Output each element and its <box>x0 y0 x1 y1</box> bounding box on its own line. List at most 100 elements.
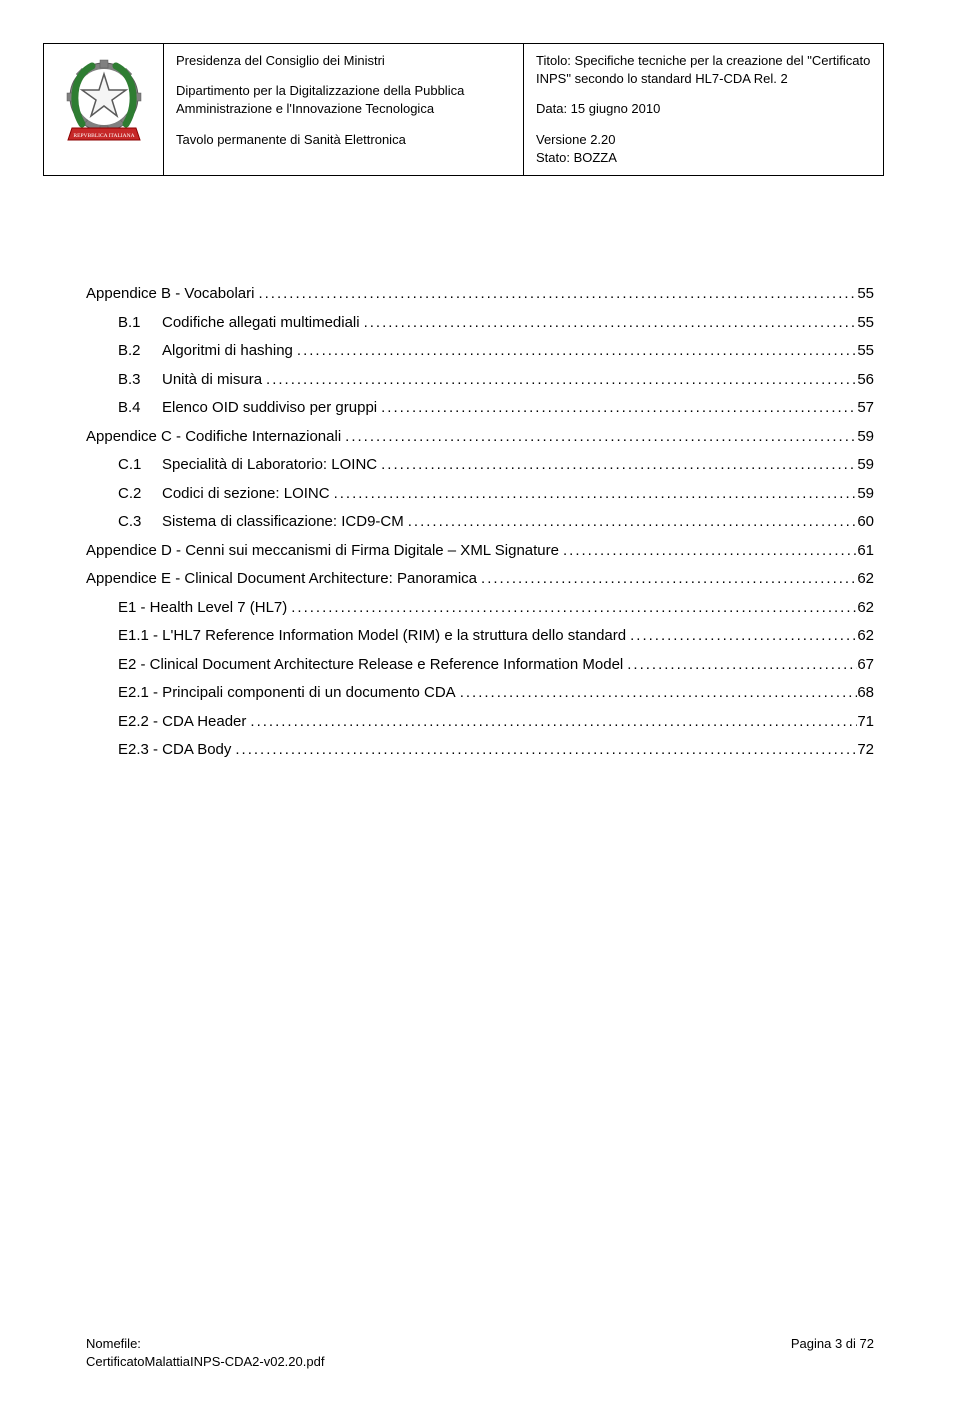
toc-entry-text: Sistema di classificazione: ICD9-CM <box>162 513 404 530</box>
toc-entry: C.2Codici di sezione: LOINC 59 <box>86 480 874 509</box>
toc-entry-text: E2.1 - Principali componenti di un docum… <box>118 684 456 701</box>
filename-value: CertificatoMalattiaINPS-CDA2-v02.20.pdf <box>86 1353 324 1371</box>
toc-entry-number: C.3 <box>118 508 162 537</box>
toc-entry-text: Specialità di Laboratorio: LOINC <box>162 456 377 473</box>
org-name: Presidenza del Consiglio dei Ministri <box>176 52 511 70</box>
toc-leader <box>293 337 857 366</box>
toc-entry: Appendice E - Clinical Document Architec… <box>86 565 874 594</box>
toc-entry: E2.3 - CDA Body 72 <box>86 736 874 765</box>
toc-entry: E1.1 - L'HL7 Reference Information Model… <box>86 622 874 651</box>
toc-leader <box>360 309 858 338</box>
toc-entry-number: C.1 <box>118 451 162 480</box>
toc-entry-text: Codifiche allegati multimediali <box>162 314 360 331</box>
doc-version: Versione 2.20 <box>536 131 871 149</box>
toc-entry-number: B.4 <box>118 394 162 423</box>
toc-leader <box>404 508 858 537</box>
toc-entry-label: B.2Algoritmi di hashing <box>118 337 293 366</box>
toc-entry-text: E2.3 - CDA Body <box>118 741 231 758</box>
toc-entry-label: E2.2 - CDA Header <box>118 708 246 737</box>
toc-entry: Appendice D - Cenni sui meccanismi di Fi… <box>86 537 874 566</box>
toc-entry-text: Appendice E - Clinical Document Architec… <box>86 570 477 587</box>
toc-entry: E2.2 - CDA Header 71 <box>86 708 874 737</box>
toc-entry-label: E1.1 - L'HL7 Reference Information Model… <box>118 622 626 651</box>
toc-entry: E2.1 - Principali componenti di un docum… <box>86 679 874 708</box>
toc-entry-page: 59 <box>857 480 874 509</box>
toc-leader <box>262 366 857 395</box>
doc-title: Titolo: Specifiche tecniche per la creaz… <box>536 52 871 88</box>
toc-entry-page: 67 <box>857 651 874 680</box>
toc-leader <box>341 423 857 452</box>
toc-entry-text: E2 - Clinical Document Architecture Rele… <box>118 656 623 673</box>
toc-entry-label: E2.1 - Principali componenti di un docum… <box>118 679 456 708</box>
toc-entry: B.2Algoritmi di hashing 55 <box>86 337 874 366</box>
toc-entry-page: 59 <box>857 451 874 480</box>
toc-entry-text: Algoritmi di hashing <box>162 342 293 359</box>
toc-entry-label: C.3Sistema di classificazione: ICD9-CM <box>118 508 404 537</box>
emblem-label: REPVBBLICA ITALIANA <box>73 133 134 139</box>
toc-leader <box>246 708 857 737</box>
toc-entry-page: 55 <box>857 309 874 338</box>
toc-entry-label: E1 - Health Level 7 (HL7) <box>118 594 287 623</box>
toc-entry-label: Appendice E - Clinical Document Architec… <box>86 565 477 594</box>
toc-entry-text: E1 - Health Level 7 (HL7) <box>118 599 287 616</box>
toc-entry-text: Appendice C - Codifiche Internazionali <box>86 428 341 445</box>
toc-leader <box>477 565 857 594</box>
toc-entry-label: Appendice B - Vocabolari <box>86 280 254 309</box>
toc-leader <box>330 480 858 509</box>
toc-entry: B.3Unità di misura 56 <box>86 366 874 395</box>
italy-emblem-icon: REPVBBLICA ITALIANA <box>54 52 154 162</box>
toc-entry-text: Appendice B - Vocabolari <box>86 285 254 302</box>
toc-entry-page: 62 <box>857 594 874 623</box>
dept-name: Dipartimento per la Digitalizzazione del… <box>176 82 511 118</box>
toc-entry-label: B.3Unità di misura <box>118 366 262 395</box>
toc-entry-number: B.1 <box>118 309 162 338</box>
toc-leader <box>254 280 857 309</box>
toc-entry-label: Appendice C - Codifiche Internazionali <box>86 423 341 452</box>
toc-leader <box>231 736 857 765</box>
toc-entry: B.1Codifiche allegati multimediali 55 <box>86 309 874 338</box>
toc-entry: C.3Sistema di classificazione: ICD9-CM 60 <box>86 508 874 537</box>
toc-leader <box>377 451 857 480</box>
toc-leader <box>287 594 857 623</box>
toc-leader <box>559 537 857 566</box>
filename-label: Nomefile: <box>86 1335 324 1353</box>
toc-entry-text: E1.1 - L'HL7 Reference Information Model… <box>118 627 626 644</box>
toc-entry-number: C.2 <box>118 480 162 509</box>
toc-entry-text: Codici di sezione: LOINC <box>162 485 330 502</box>
toc-entry-text: Unità di misura <box>162 371 262 388</box>
toc-leader <box>377 394 857 423</box>
toc-entry-page: 68 <box>857 679 874 708</box>
toc-entry-page: 71 <box>857 708 874 737</box>
doc-status: Stato: BOZZA <box>536 149 871 167</box>
toc-entry: Appendice B - Vocabolari 55 <box>86 280 874 309</box>
toc-entry: C.1Specialità di Laboratorio: LOINC 59 <box>86 451 874 480</box>
toc-entry-label: Appendice D - Cenni sui meccanismi di Fi… <box>86 537 559 566</box>
page-footer: Nomefile: CertificatoMalattiaINPS-CDA2-v… <box>86 1335 874 1371</box>
toc-entry: E1 - Health Level 7 (HL7) 62 <box>86 594 874 623</box>
toc-entry-text: Elenco OID suddiviso per gruppi <box>162 399 377 416</box>
toc-entry-page: 61 <box>857 537 874 566</box>
toc-entry-label: C.1Specialità di Laboratorio: LOINC <box>118 451 377 480</box>
toc-leader <box>623 651 857 680</box>
document-header: REPVBBLICA ITALIANA Presidenza del Consi… <box>43 43 884 176</box>
toc-entry-page: 62 <box>857 622 874 651</box>
toc-entry-page: 60 <box>857 508 874 537</box>
toc-entry-page: 72 <box>857 736 874 765</box>
toc-entry-page: 59 <box>857 423 874 452</box>
header-right: Titolo: Specifiche tecniche per la creaz… <box>524 44 884 176</box>
toc-entry-page: 55 <box>857 280 874 309</box>
toc-entry-label: B.4Elenco OID suddiviso per gruppi <box>118 394 377 423</box>
toc-leader <box>626 622 857 651</box>
toc-entry-page: 62 <box>857 565 874 594</box>
toc-entry: E2 - Clinical Document Architecture Rele… <box>86 651 874 680</box>
table-of-contents: Appendice B - Vocabolari55B.1Codifiche a… <box>86 280 874 765</box>
header-left: Presidenza del Consiglio dei Ministri Di… <box>164 44 524 176</box>
table-name: Tavolo permanente di Sanità Elettronica <box>176 131 511 149</box>
toc-entry-label: B.1Codifiche allegati multimediali <box>118 309 360 338</box>
toc-entry-page: 56 <box>857 366 874 395</box>
toc-entry: B.4Elenco OID suddiviso per gruppi 57 <box>86 394 874 423</box>
toc-entry-page: 55 <box>857 337 874 366</box>
footer-page-number: Pagina 3 di 72 <box>791 1335 874 1371</box>
toc-entry-page: 57 <box>857 394 874 423</box>
toc-entry-number: B.2 <box>118 337 162 366</box>
